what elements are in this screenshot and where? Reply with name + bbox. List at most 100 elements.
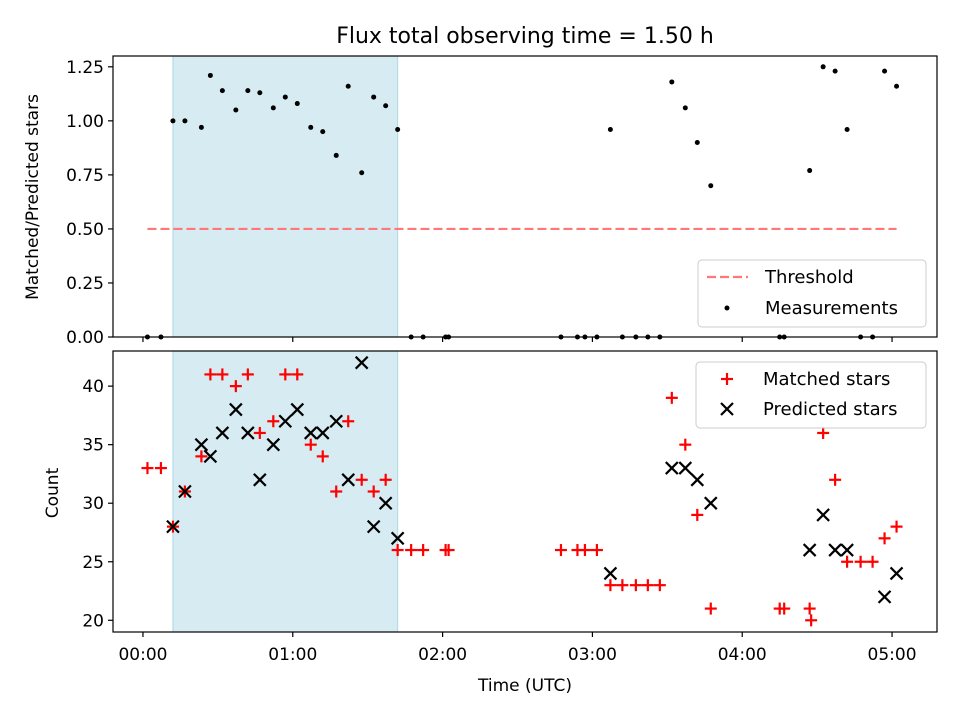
- predicted-star-point: [341, 473, 355, 487]
- measurement-point: [371, 94, 377, 100]
- bottom-shaded-span: [172, 350, 399, 633]
- x-tick-label: 03:00: [568, 645, 617, 665]
- predicted-star-point: [166, 519, 180, 534]
- measurement-point: [882, 68, 888, 74]
- legend-predicted-label: Predicted stars: [763, 399, 897, 420]
- matched-star-point: [291, 368, 304, 381]
- matched-star-point: [316, 450, 329, 463]
- matched-star-point: [391, 544, 404, 557]
- predicted-star-point: [603, 566, 618, 581]
- matched-star-point: [878, 532, 891, 545]
- matched-star-point: [367, 485, 380, 498]
- matched-star-point: [641, 579, 654, 592]
- x-tick-label: 01:00: [268, 645, 317, 665]
- matched-star-point: [216, 368, 229, 381]
- x-tick-label: 05:00: [868, 645, 917, 665]
- legend-measurements-swatch: [724, 305, 730, 311]
- legend-matched-label: Matched stars: [763, 369, 890, 390]
- measurement-point: [182, 118, 188, 124]
- matched-star-point: [154, 462, 167, 475]
- top-shaded-span: [172, 55, 399, 338]
- predicted-star-point: [194, 437, 209, 452]
- predicted-star-point: [802, 543, 817, 557]
- top-y-tick-label: 1.00: [66, 112, 104, 132]
- top-panel: 0.00 0.25 0.50 0.75 1.00 1.25 Matched/Predict…: [23, 55, 938, 348]
- predicted-star-point: [266, 437, 281, 452]
- matched-star-point: [653, 579, 666, 592]
- matched-star-point: [229, 380, 242, 393]
- matched-star-point: [679, 438, 692, 451]
- measurement-point: [844, 126, 850, 132]
- bottom-y-tick-label: 20: [82, 611, 104, 631]
- matched-star-point: [554, 544, 567, 557]
- predicted-star-point: [178, 484, 192, 499]
- measurement-point: [320, 129, 326, 135]
- measurement-point: [682, 105, 688, 111]
- matched-star-point: [665, 391, 678, 404]
- predicted-star-point: [828, 543, 842, 557]
- predicted-star-point: [690, 473, 705, 487]
- matched-star-point: [578, 544, 591, 557]
- matched-star-point: [778, 602, 791, 615]
- x-tick-label: 04:00: [718, 645, 767, 665]
- top-y-tick-label: 0.25: [66, 274, 104, 294]
- bottom-legend: Matched stars Predicted stars: [695, 361, 927, 429]
- bottom-y-axis-label: Count: [43, 467, 63, 518]
- matched-star-point: [379, 473, 392, 486]
- x-tick-label: 00:00: [118, 645, 167, 665]
- matched-star-point: [279, 368, 292, 381]
- matched-star-point: [342, 415, 355, 428]
- matched-star-point: [204, 368, 217, 381]
- predicted-star-point: [215, 426, 230, 440]
- measurement-point: [669, 79, 675, 85]
- measurement-point: [233, 107, 239, 113]
- top-y-axis-label: Matched/Predicted stars: [23, 94, 43, 300]
- matched-star-point: [405, 544, 418, 557]
- x-axis-label: Time (UTC): [477, 676, 572, 696]
- matched-star-point: [841, 555, 854, 568]
- measurement-point: [708, 183, 714, 189]
- predicted-star-point: [303, 426, 318, 440]
- top-y-tick-label: 1.25: [66, 58, 104, 78]
- predicted-star-point: [877, 590, 892, 604]
- matched-star-point: [267, 415, 280, 428]
- bottom-legend-box: [695, 361, 927, 429]
- measurement-point: [820, 64, 826, 70]
- predicted-star-point: [203, 449, 218, 464]
- legend-predicted-swatch: [720, 402, 734, 416]
- top-legend: Threshold Measurements: [697, 259, 927, 328]
- predicted-star-point: [241, 426, 255, 440]
- measurement-point: [359, 170, 365, 176]
- matched-star-point: [141, 462, 154, 475]
- bottom-panel: 20 25 30 35 40 00:00 01:00 02:00 03:00 04:00 05:00…: [43, 350, 938, 696]
- matched-star-point: [195, 450, 208, 463]
- matched-star-point: [616, 579, 629, 592]
- measurement-point: [694, 139, 700, 145]
- predicted-star-point: [366, 519, 381, 534]
- chart-title: Flux total observing time = 1.50 h: [336, 24, 714, 49]
- matched-star-point: [803, 602, 816, 615]
- predicted-star-point: [889, 566, 904, 581]
- measurement-point: [345, 83, 351, 89]
- measurement-point: [832, 68, 838, 74]
- predicted-star-point: [703, 496, 718, 510]
- measurement-point: [270, 105, 276, 111]
- matched-star-point: [355, 473, 368, 486]
- matched-star-point: [829, 473, 842, 486]
- predicted-star-point: [678, 461, 693, 475]
- bottom-y-tick-label: 40: [82, 377, 104, 397]
- measurement-point: [894, 83, 900, 89]
- matched-star-point: [304, 438, 317, 451]
- matched-star-point: [817, 426, 830, 439]
- top-y-tick-label: 0.00: [66, 328, 104, 348]
- predicted-star-point: [229, 402, 243, 417]
- bottom-y-tick-label: 35: [82, 436, 104, 456]
- measurement-point: [395, 126, 401, 132]
- measurement-point: [282, 94, 288, 100]
- measurement-point: [245, 88, 251, 94]
- predicted-star-point: [378, 496, 393, 510]
- matched-star-point: [253, 426, 266, 439]
- top-y-tick-label: 0.50: [66, 220, 104, 240]
- top-axes-frame: [112, 55, 938, 338]
